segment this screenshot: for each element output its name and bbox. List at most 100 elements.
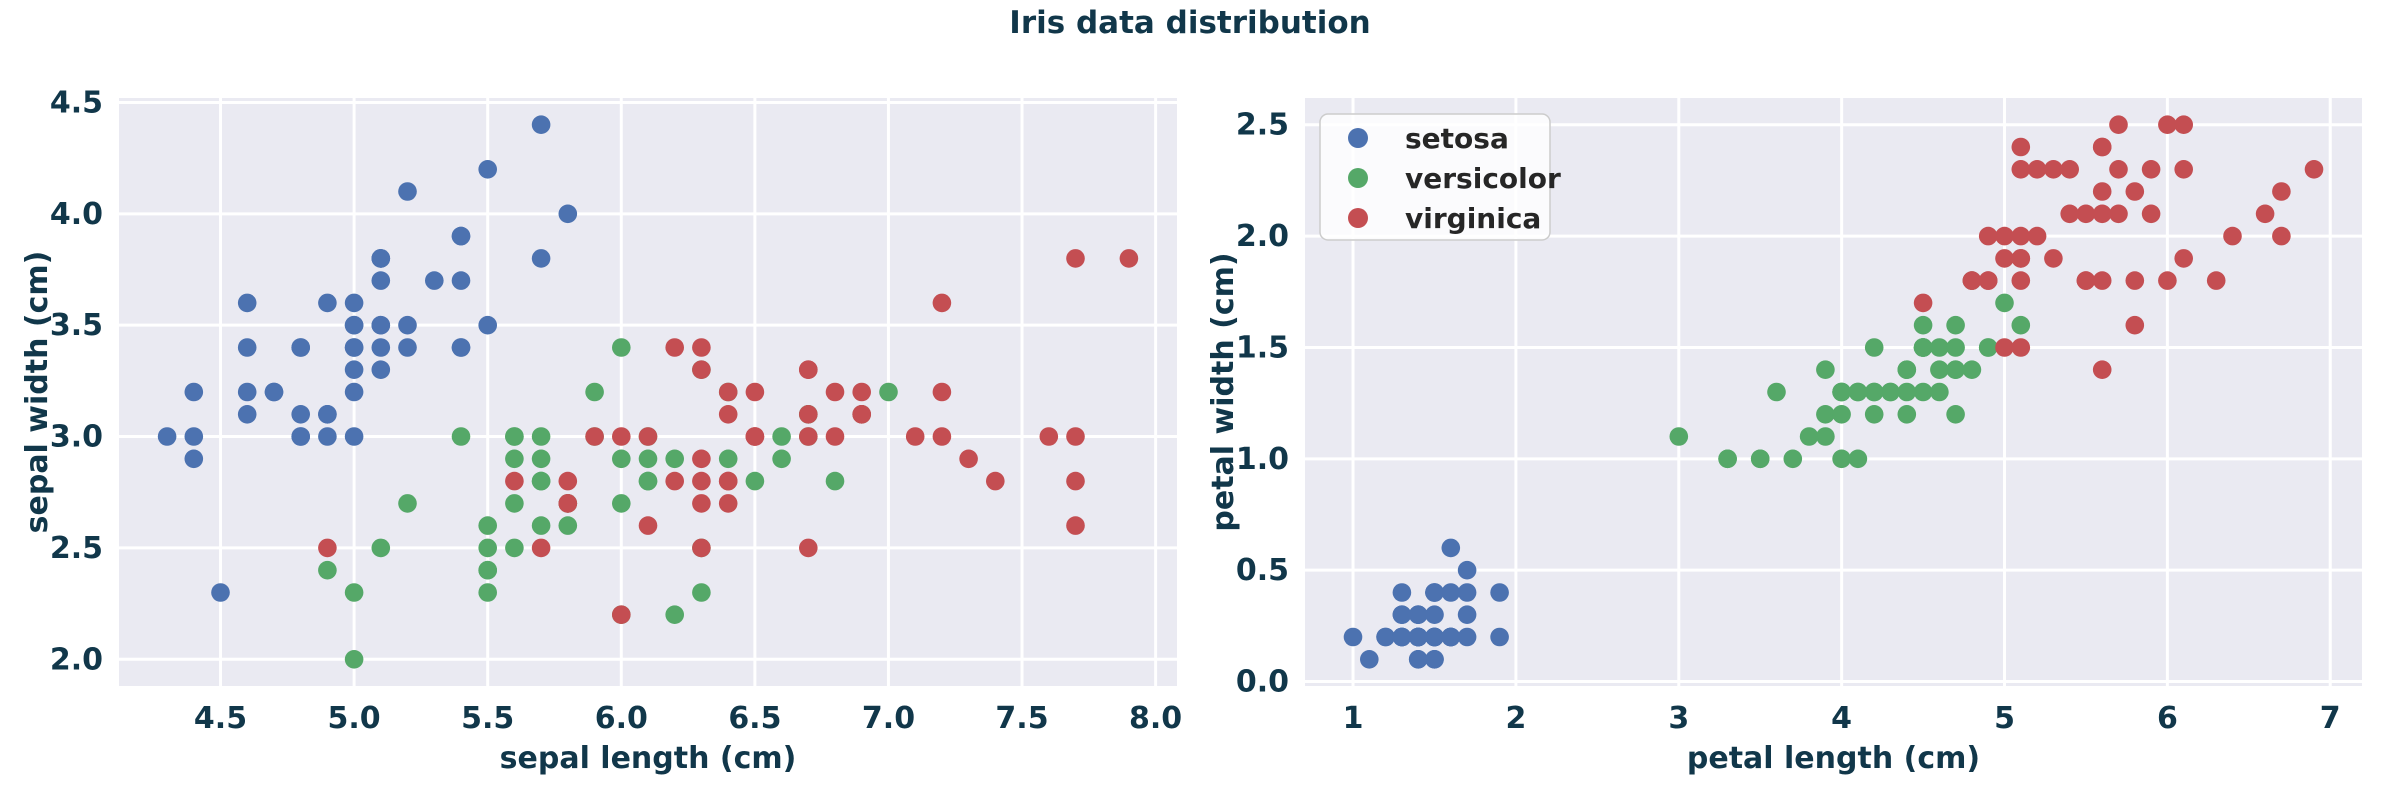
data-point-versicolor <box>1946 338 1965 357</box>
data-point-setosa <box>371 249 391 268</box>
data-point-setosa <box>344 360 364 380</box>
data-point-versicolor <box>531 516 551 535</box>
data-point-setosa <box>1425 605 1444 624</box>
series-versicolor <box>1669 271 2031 469</box>
data-point-setosa <box>478 315 498 335</box>
data-point-setosa <box>1457 627 1477 647</box>
data-point-setosa <box>451 271 471 290</box>
data-point-setosa <box>184 449 204 469</box>
data-point-virginica <box>745 427 765 446</box>
data-point-virginica <box>1913 293 1933 313</box>
data-point-virginica <box>2011 338 2031 357</box>
data-point-virginica <box>2011 137 2031 157</box>
data-point-setosa <box>318 293 337 313</box>
data-point-setosa <box>1360 650 1379 669</box>
data-point-versicolor <box>1832 405 1851 424</box>
legend-label: setosa <box>1405 122 1509 155</box>
data-point-virginica <box>959 449 978 469</box>
data-point-setosa <box>1490 627 1509 647</box>
data-point-virginica <box>799 405 818 424</box>
y-tick-label: 3.0 <box>50 420 103 455</box>
data-point-virginica <box>1962 271 1982 290</box>
data-point-versicolor <box>451 427 471 446</box>
data-point-virginica <box>986 471 1005 491</box>
data-point-versicolor <box>1767 382 1786 402</box>
data-point-virginica <box>2092 137 2112 157</box>
data-point-virginica <box>1119 249 1139 268</box>
data-point-virginica <box>692 538 711 558</box>
data-point-virginica <box>2272 182 2291 201</box>
data-point-versicolor <box>558 516 578 535</box>
data-point-versicolor <box>531 449 551 469</box>
data-point-versicolor <box>825 471 845 491</box>
data-point-virginica <box>745 382 765 402</box>
data-point-setosa <box>1343 627 1363 647</box>
y-tick-label: 2.0 <box>50 642 103 677</box>
series-virginica <box>1913 115 2324 380</box>
data-point-setosa <box>1490 583 1509 602</box>
data-point-virginica <box>1039 427 1059 446</box>
data-point-versicolor <box>1946 315 1965 335</box>
data-point-setosa <box>1457 605 1477 624</box>
data-point-virginica <box>505 471 524 491</box>
data-point-virginica <box>2272 226 2291 246</box>
legend-label: virginica <box>1405 202 1541 235</box>
y-tick-label: 0.5 <box>1236 553 1289 588</box>
data-point-setosa <box>371 315 391 335</box>
data-point-virginica <box>612 605 631 624</box>
data-point-virginica <box>905 427 925 446</box>
data-point-virginica <box>2044 249 2063 268</box>
data-point-versicolor <box>505 449 524 469</box>
data-point-setosa <box>371 271 391 290</box>
data-point-versicolor <box>478 583 498 602</box>
data-point-versicolor <box>1913 338 1933 357</box>
data-point-virginica <box>2011 249 2031 268</box>
data-point-virginica <box>2109 204 2128 224</box>
data-point-setosa <box>1408 650 1428 669</box>
data-point-versicolor <box>1897 360 1917 380</box>
data-point-virginica <box>799 360 818 380</box>
data-point-virginica <box>2011 160 2031 179</box>
data-point-virginica <box>932 293 952 313</box>
y-tick-label: 0.0 <box>1236 665 1289 700</box>
data-point-setosa <box>425 271 444 290</box>
data-point-setosa <box>318 405 337 424</box>
data-point-versicolor <box>1799 427 1819 446</box>
data-point-virginica <box>1995 226 2014 246</box>
data-point-versicolor <box>612 449 631 469</box>
x-tick-label: 7.0 <box>862 701 915 736</box>
data-point-virginica <box>1978 271 1998 290</box>
data-point-virginica <box>2255 204 2275 224</box>
data-point-virginica <box>1066 516 1085 535</box>
data-point-versicolor <box>478 560 498 580</box>
data-point-virginica <box>852 405 871 424</box>
data-point-virginica <box>932 427 952 446</box>
data-point-setosa <box>1376 627 1395 647</box>
x-tick-label: 1 <box>1343 701 1364 736</box>
data-point-versicolor <box>2011 315 2031 335</box>
data-point-versicolor <box>772 449 791 469</box>
data-point-virginica <box>2125 182 2145 201</box>
x-tick-label: 5.5 <box>461 701 514 736</box>
data-point-setosa <box>318 427 337 446</box>
legend-label: versicolor <box>1405 162 1561 195</box>
data-point-virginica <box>852 382 871 402</box>
x-tick-label: 8.0 <box>1129 701 1182 736</box>
data-point-setosa <box>531 115 551 134</box>
data-point-virginica <box>2158 271 2177 290</box>
data-point-setosa <box>1441 627 1461 647</box>
x-tick-label: 5 <box>1994 701 2015 736</box>
data-point-versicolor <box>505 427 524 446</box>
data-point-virginica <box>692 338 711 357</box>
data-point-setosa <box>558 204 578 224</box>
data-point-virginica <box>692 471 711 491</box>
data-point-setosa <box>1408 605 1428 624</box>
data-point-virginica <box>665 471 684 491</box>
data-point-virginica <box>665 338 684 357</box>
data-point-virginica <box>718 471 738 491</box>
data-point-versicolor <box>344 583 364 602</box>
data-point-virginica <box>932 382 952 402</box>
data-point-virginica <box>2174 160 2193 179</box>
data-point-versicolor <box>1816 405 1835 424</box>
